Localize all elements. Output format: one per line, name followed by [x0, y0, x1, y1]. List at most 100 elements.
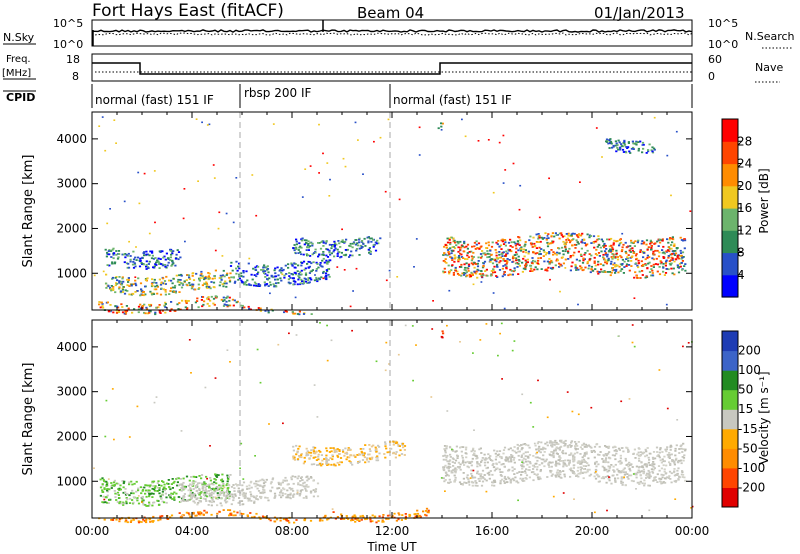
data-cell-0-6 — [631, 255, 634, 258]
data-cell-0-4 — [245, 283, 248, 286]
data-cell-0-6 — [508, 273, 511, 276]
data-cell-0-3 — [172, 262, 175, 265]
scatter-cell-1 — [188, 339, 191, 341]
data-cell-0-6 — [516, 240, 519, 242]
data-cell-0-6 — [564, 246, 567, 249]
data-cell-0-2 — [111, 276, 114, 279]
data-cell-0-6 — [536, 268, 539, 271]
scatter-cell-0 — [143, 172, 146, 175]
data-cell-0-3 — [107, 250, 110, 252]
data-cell-1-4 — [375, 459, 378, 462]
data-cell-1-5 — [630, 479, 633, 482]
data-cell-0-0 — [143, 303, 146, 306]
data-cell-0-6 — [577, 268, 580, 271]
data-cell-0-6 — [524, 268, 527, 271]
data-cell-1-2 — [125, 500, 128, 503]
data-cell-0-6 — [458, 258, 461, 261]
data-cell-1-5 — [624, 459, 628, 462]
data-cell-1-5 — [554, 474, 557, 477]
data-cell-1-0 — [140, 521, 143, 523]
data-cell-0-6 — [585, 243, 588, 246]
data-cell-0-1 — [264, 310, 267, 312]
scatter-cell-0 — [432, 300, 434, 302]
data-cell-1-5 — [462, 477, 465, 480]
data-cell-0-6 — [538, 246, 541, 249]
nsky-label: N.Sky — [3, 31, 35, 44]
data-cell-1-3 — [182, 499, 185, 502]
data-cell-1-5 — [555, 441, 558, 444]
data-cell-0-6 — [594, 264, 597, 267]
data-cell-1-5 — [645, 472, 649, 475]
data-cell-0-7 — [632, 148, 635, 150]
noise-tick-left-bottom: 10^0 — [53, 38, 83, 51]
data-cell-1-4 — [359, 448, 362, 450]
data-cell-1-3 — [237, 487, 240, 490]
data-cell-1-5 — [638, 471, 642, 474]
data-cell-0-2 — [210, 281, 213, 283]
data-cell-1-5 — [670, 472, 673, 475]
data-cell-0-5 — [362, 243, 365, 245]
data-cell-0-5 — [355, 248, 359, 250]
data-cell-1-5 — [658, 456, 661, 459]
data-cell-1-1 — [351, 515, 354, 518]
data-cell-0-7 — [620, 145, 623, 147]
colorbar-swatch — [722, 331, 738, 352]
data-cell-0-6 — [588, 253, 591, 255]
data-cell-1-3 — [312, 489, 315, 491]
data-cell-1-3 — [180, 489, 183, 492]
data-cell-0-6 — [684, 263, 687, 265]
data-cell-1-5 — [604, 453, 607, 455]
data-cell-0-4 — [310, 278, 313, 281]
data-cell-1-5 — [512, 459, 515, 461]
data-cell-1-4 — [334, 450, 337, 453]
data-cell-1-5 — [684, 449, 687, 452]
data-cell-1-2 — [122, 501, 125, 504]
data-cell-1-4 — [347, 447, 350, 449]
data-cell-0-6 — [575, 244, 578, 246]
scatter-cell-0 — [519, 184, 522, 187]
data-cell-1-5 — [648, 475, 651, 478]
data-cell-1-5 — [613, 449, 616, 452]
data-cell-0-5 — [359, 244, 362, 247]
data-cell-1-5 — [673, 463, 676, 466]
data-cell-1-0 — [199, 511, 202, 514]
data-cell-0-6 — [652, 258, 655, 261]
data-cell-0-5 — [367, 241, 370, 244]
data-cell-0-6 — [665, 250, 668, 253]
data-cell-1-2 — [189, 489, 193, 492]
data-cell-0-6 — [464, 272, 467, 275]
data-cell-0-1 — [197, 306, 200, 309]
data-cell-1-2 — [153, 487, 157, 489]
data-cell-0-4 — [263, 272, 266, 275]
data-cell-1-5 — [595, 469, 598, 472]
data-cell-0-2 — [206, 284, 209, 286]
data-cell-0-4 — [253, 284, 256, 287]
data-cell-1-4 — [401, 444, 404, 446]
data-cell-0-5 — [344, 254, 347, 257]
data-cell-0-7 — [614, 140, 617, 143]
data-cell-0-6 — [480, 245, 483, 248]
data-cell-0-6 — [495, 275, 498, 277]
data-cell-0-2 — [188, 282, 191, 284]
data-cell-1-3 — [242, 495, 245, 498]
scatter-cell-1 — [111, 388, 114, 390]
data-cell-1-5 — [590, 446, 593, 449]
data-cell-1-5 — [567, 459, 570, 462]
data-cell-0-2 — [168, 293, 171, 295]
data-cell-0-3 — [164, 258, 167, 261]
data-cell-0-6 — [589, 271, 592, 274]
data-cell-0-5 — [300, 238, 303, 241]
data-cell-1-4 — [356, 462, 360, 464]
data-cell-0-4 — [321, 259, 324, 262]
data-cell-0-6 — [515, 251, 518, 254]
scatter-cell-0 — [322, 277, 325, 280]
data-cell-0-1 — [232, 304, 235, 307]
data-cell-1-2 — [228, 491, 231, 493]
data-cell-0-6 — [558, 232, 561, 235]
data-cell-0-6 — [612, 242, 615, 245]
data-cell-1-1 — [369, 520, 372, 523]
scatter-cell-1 — [472, 469, 475, 472]
data-cell-1-5 — [610, 482, 613, 485]
scatter-cell-0 — [518, 208, 521, 211]
data-cell-1-5 — [524, 472, 527, 474]
